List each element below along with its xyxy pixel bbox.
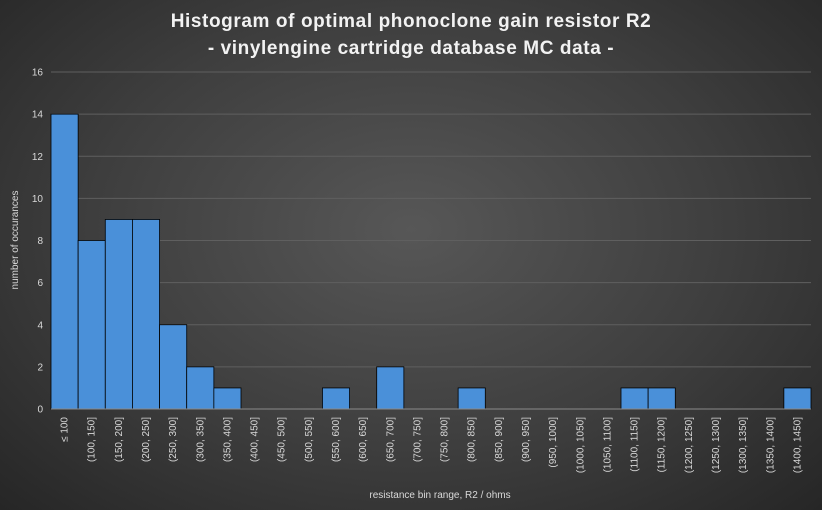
- x-tick-label: (900, 950]: [521, 417, 532, 462]
- x-tick-label: (300, 350]: [195, 417, 206, 462]
- histogram-bar: [186, 366, 215, 410]
- histogram-bar: [322, 387, 350, 410]
- x-tick-label: (400, 450]: [250, 417, 261, 462]
- x-tick-label: (1200, 1250]: [684, 417, 695, 473]
- y-tick-label: 16: [32, 68, 44, 79]
- histogram-bar: [620, 387, 649, 410]
- y-tick-label: 8: [37, 236, 43, 247]
- y-tick-label: 12: [32, 152, 44, 163]
- histogram-bar: [159, 324, 188, 410]
- histogram-bar: [77, 240, 106, 410]
- y-tick-label: 14: [32, 110, 44, 121]
- histogram-bar: [647, 387, 676, 410]
- y-tick-label: 0: [37, 405, 43, 416]
- x-tick-label: (500, 550]: [304, 417, 315, 462]
- y-axis-label: number of occurances: [10, 191, 21, 290]
- x-tick-label: (100, 150]: [87, 417, 98, 462]
- x-tick-label: (1150, 1200]: [657, 417, 668, 473]
- x-tick-label: (1300, 1350]: [738, 417, 749, 473]
- x-tick-label: (1050, 1100]: [602, 417, 613, 473]
- x-tick-label: (150, 200]: [114, 417, 125, 462]
- x-tick-label: (550, 600]: [331, 417, 342, 462]
- x-tick-label: (250, 300]: [168, 417, 179, 462]
- x-tick-label: (850, 900]: [494, 417, 505, 462]
- x-tick-label: (800, 850]: [467, 417, 478, 462]
- y-tick-label: 4: [37, 320, 43, 331]
- x-tick-label: (1000, 1050]: [575, 417, 586, 473]
- x-tick-label: (950, 1000]: [548, 417, 559, 468]
- y-tick-labels: 0 2 4 6 8 10 12 14 16: [32, 68, 44, 416]
- chart-subtitle: - vinylengine cartridge database MC data…: [208, 38, 614, 59]
- histogram-bar: [783, 387, 812, 410]
- x-tick-labels: ≤ 100 (100, 150] (150, 200] (200, 250] (250,…: [60, 417, 804, 474]
- x-tick-label: (1250, 1300]: [711, 417, 722, 473]
- x-tick-label: (1400, 1450]: [792, 417, 803, 473]
- y-tick-label: 6: [37, 278, 43, 289]
- histogram-bar: [376, 366, 405, 410]
- histogram-bar: [457, 387, 486, 410]
- histogram-bar: [104, 219, 133, 410]
- histogram-bar: [213, 387, 242, 410]
- x-axis-label: resistance bin range, R2 / ohms: [369, 490, 510, 501]
- x-tick-label: (1100, 1150]: [630, 417, 641, 472]
- y-tick-label: 10: [32, 194, 44, 205]
- x-tick-label: ≤ 100: [60, 417, 71, 442]
- x-tick-label: (750, 800]: [440, 417, 451, 462]
- x-tick-label: (350, 400]: [222, 417, 233, 462]
- x-tick-label: (600, 650]: [358, 417, 369, 462]
- x-tick-label: (650, 700]: [385, 417, 396, 462]
- chart-title: Histogram of optimal phonoclone gain res…: [171, 11, 652, 32]
- x-tick-label: (1350, 1400]: [765, 417, 776, 473]
- x-tick-label: (450, 500]: [277, 417, 288, 462]
- x-tick-label: (700, 750]: [412, 417, 423, 462]
- gridlines: [51, 71, 811, 368]
- histogram-bar: [50, 113, 79, 410]
- x-tick-label: (200, 250]: [141, 417, 152, 462]
- bars: [50, 113, 812, 410]
- histogram-bar: [132, 219, 160, 410]
- y-tick-label: 2: [37, 362, 43, 373]
